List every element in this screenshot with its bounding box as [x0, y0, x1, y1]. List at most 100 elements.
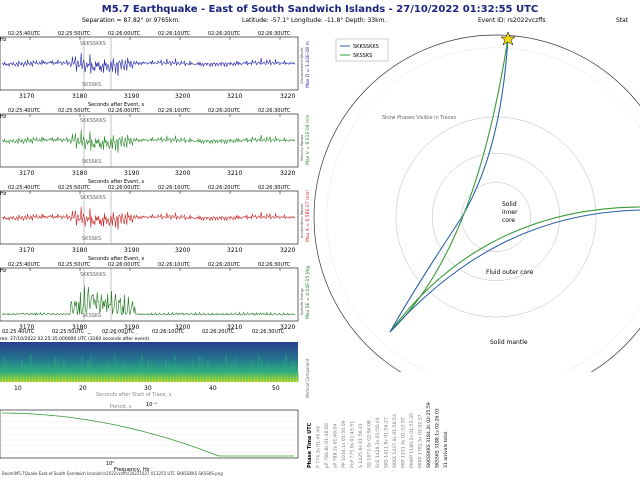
- x-tick-label: 3220: [280, 93, 295, 100]
- wave-type-label: Velocity Waves: [300, 135, 304, 161]
- time-label: 02:26:30UTC: [258, 108, 291, 114]
- x-tick-label: 3220: [280, 170, 295, 177]
- x-tick-label: 3220: [280, 247, 295, 254]
- time-label: 02:25:40UTC: [8, 31, 41, 37]
- spectrum-curve: [2, 412, 294, 457]
- arrival-row: PKKP 1781.5s 02:02:37: [418, 414, 424, 468]
- hz-label: Hz: [0, 268, 7, 274]
- time-label: 02:26:20UTC: [208, 31, 241, 37]
- phase-label-top: SKKSSKKS: [80, 41, 106, 47]
- outer-core-circle: [432, 153, 560, 281]
- x-tick-label: 3180: [72, 247, 87, 254]
- arrival-row: S 1425.6s 01:56:41: [358, 423, 364, 468]
- inner-core-label: inner: [502, 209, 518, 216]
- time-label: 02:26:00UTC: [108, 108, 141, 114]
- core-mantle-boundary: [395, 116, 597, 318]
- ray-sksks-2: [389, 206, 640, 333]
- spectrogram-x-tick: 20: [79, 385, 87, 392]
- ray-sksks: [389, 37, 509, 333]
- x-tick-label: 3170: [19, 93, 34, 100]
- time-label: 02:26:30UTC: [258, 185, 291, 191]
- x-tick-label: 3190: [124, 324, 139, 331]
- time-label: 02:26:10UTC: [158, 262, 191, 268]
- x-tick-label: 3210: [227, 170, 242, 177]
- ray-skkssks-2: [389, 209, 640, 333]
- waveform-acceleration: [1, 206, 296, 230]
- arrival-row: PKP 1151.9s 01:52:07: [401, 417, 407, 468]
- time-label: 02:26:00UTC: [108, 262, 141, 268]
- x-tick-label: 3200: [175, 93, 190, 100]
- trace-panels: 02:25:40UTC 02:25:50UTC 02:26:00UTC 02:26:1…: [0, 31, 311, 334]
- x-axis-label: Seconds after Event, s: [88, 102, 145, 108]
- x-tick-label: 3200: [175, 170, 190, 177]
- phase-label-top: SKKSSKKS: [80, 118, 106, 124]
- arrival-row: SKSSKS 3188.1s 02:26:03: [435, 408, 441, 468]
- phase-label-bottom: SKSSKS: [82, 313, 101, 319]
- component-label: Vertical Component: [305, 358, 310, 398]
- time-label: 02:26:00UTC: [108, 185, 141, 191]
- legend-entry: SKSSKS: [353, 53, 372, 59]
- inner-core-label: core: [502, 217, 515, 224]
- trace-frame-spectral: [0, 267, 299, 322]
- arrival-row: sP 789.2s 01:46:04: [333, 424, 339, 468]
- spectrogram-x-tick: 10: [14, 385, 22, 392]
- show-phases-hint[interactable]: Show Phases Visible in Traces: [382, 115, 457, 121]
- waveform-spectral: [1, 285, 296, 316]
- spectrogram-x-label: Seconds after Start of Trace, s: [96, 392, 172, 398]
- time-label: 02:25:50UTC: [58, 108, 91, 114]
- phase-label-top: SKKSSKKS: [80, 195, 106, 201]
- separation-text: Separation = 87.82° or 9765km.: [82, 17, 181, 24]
- time-label: 02:26:10UTC: [158, 31, 191, 37]
- epicenter-star-icon: [500, 31, 516, 46]
- time-label: 02:25:40UTC: [8, 108, 41, 114]
- outer-core-label: Fluid outer core: [486, 269, 534, 276]
- time-label: 02:25:50UTC: [58, 185, 91, 191]
- time-label: 02:25:50UTC: [52, 329, 85, 335]
- max-value-label: Max V = 6.01E-08 m/s: [305, 114, 311, 165]
- time-label: 02:25:50UTC: [58, 31, 91, 37]
- inner-core-label: Solid: [502, 201, 517, 208]
- time-label: 02:26:20UTC: [208, 262, 241, 268]
- time-label: 02:26:20UTC: [208, 185, 241, 191]
- x-tick-label: 3180: [72, 93, 87, 100]
- time-label: 02:25:40UTC: [2, 329, 35, 335]
- time-label: 02:26:30UTC: [258, 31, 291, 37]
- arrival-row: SS 1873.0s 02:04:08: [367, 420, 373, 468]
- phase-label-bottom: SKSSKS: [82, 236, 101, 242]
- page-title: M5.7 Earthquake - East of South Sandwich…: [101, 4, 539, 15]
- time-label: 02:26:10UTC: [158, 108, 191, 114]
- x-tick-label: 3190: [124, 170, 139, 177]
- arrival-row: SKS 1411.8s 01:56:27: [384, 417, 390, 468]
- ray-skkssks: [389, 37, 509, 333]
- arrivals-note: 31 arrivals total.: [443, 430, 449, 468]
- spectrogram-title: me: 27/10/2022 02:25:35.000000 UTC (3160…: [0, 336, 149, 342]
- event-id-text: Event ID: rs2022vczffs: [478, 17, 546, 24]
- max-value-label: Max A = 6.58E-07 m/s²: [305, 190, 311, 242]
- time-label: 02:26:10UTC: [152, 329, 185, 335]
- phase-label-top: SKKSSKKS: [80, 272, 106, 278]
- wave-type-label: Acceleration Waves: [300, 204, 304, 238]
- x-tick-label: 3190: [124, 93, 139, 100]
- x-tick-label: 3210: [227, 247, 242, 254]
- arrival-row: SKKS 1437.6s 01:56:53: [392, 414, 398, 468]
- max-value-label: Max SE = 4.04E-15 J/kg: [305, 266, 311, 319]
- max-value-label: Max D = 1.43E-08 m: [305, 41, 311, 88]
- x-tick-label: 3200: [175, 247, 190, 254]
- spectrogram-x-tick: 50: [272, 385, 280, 392]
- location-text: Latitude: -57.1° Longitude: -11.8° Depth…: [242, 17, 387, 24]
- x-tick-label: 3180: [72, 170, 87, 177]
- phase-label-bottom: SKSSKS: [82, 82, 101, 88]
- time-label: 02:25:40UTC: [8, 262, 41, 268]
- arrivals-rows: Phase Time UTC P 774.3s 01:45:49 pP 784.8s…: [307, 402, 449, 468]
- waveform-velocity: [1, 129, 296, 153]
- time-label: 02:25:50UTC: [58, 262, 91, 268]
- time-label: 02:26:30UTC: [252, 329, 285, 335]
- hz-label: Hz: [0, 191, 7, 197]
- x-tick-label: 3220: [280, 324, 295, 331]
- time-label: 02:26:00UTC: [102, 329, 135, 335]
- spectrogram-x-tick: 30: [144, 385, 152, 392]
- waveform-displacement: [1, 52, 296, 76]
- time-label: 02:25:40UTC: [8, 185, 41, 191]
- arrivals-header: Phase Time UTC: [307, 422, 313, 468]
